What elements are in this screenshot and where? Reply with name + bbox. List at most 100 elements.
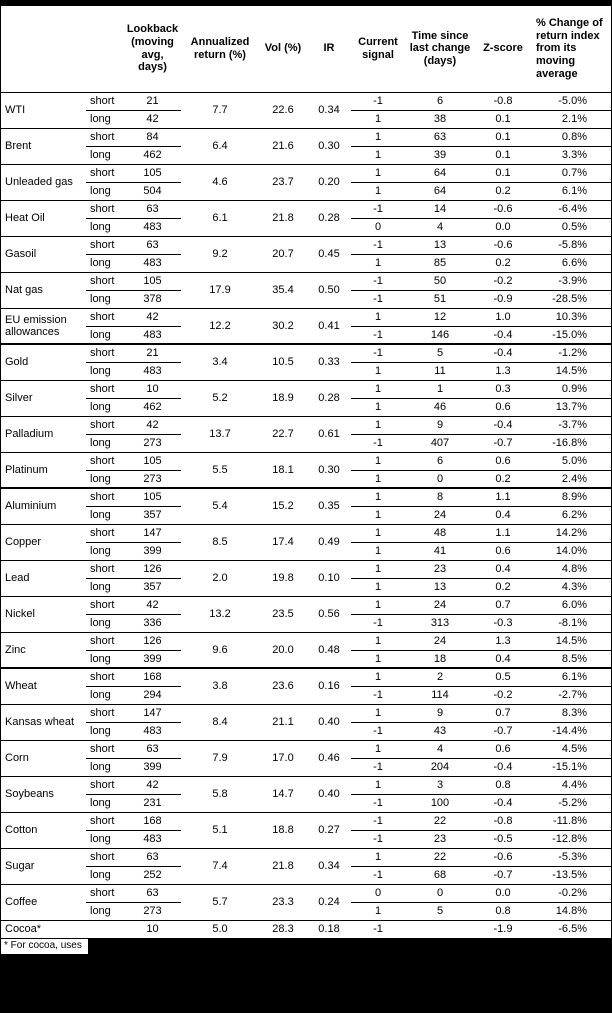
lookback-value: 105 [124, 164, 181, 183]
lookback-value: 378 [124, 290, 181, 309]
pct-change-value: 6.1% [531, 182, 611, 201]
time-since-value: 46 [405, 398, 475, 417]
current-signal-value: -1 [351, 920, 405, 939]
zscore-value: -0.6 [475, 200, 531, 219]
annualized-return-value: 5.2 [181, 380, 259, 417]
table-row: long 273 1 5 0.8 14.8% [1, 902, 611, 921]
zscore-value: -0.6 [475, 236, 531, 255]
table-row: Aluminium short 105 5.4 15.2 0.35 1 8 1.1 8.9% [1, 488, 611, 525]
leg-label: short [86, 200, 124, 219]
current-signal-value: 0 [351, 218, 405, 237]
ir-value: 0.30 [307, 128, 351, 165]
leg-label: long [86, 218, 124, 237]
current-signal-value: -1 [351, 272, 405, 291]
annualized-return-value: 3.4 [181, 344, 259, 381]
table-header: Lookback (moving avg, days) Annualized r… [1, 6, 611, 93]
table-row: long 483 1 11 1.3 14.5% [1, 362, 611, 381]
zscore-value: 1.3 [475, 632, 531, 651]
vol-value: 21.1 [259, 704, 307, 741]
table-row: long 378 -1 51 -0.9 -28.5% [1, 290, 611, 309]
zscore-value: 0.2 [475, 182, 531, 201]
zscore-value: 0.6 [475, 740, 531, 759]
leg-label: short [86, 272, 124, 291]
leg-label: long [86, 398, 124, 417]
annualized-return-value: 5.0 [181, 920, 259, 939]
current-signal-value: -1 [351, 200, 405, 219]
bottom-bar: * For cocoa, uses [1, 938, 611, 1013]
ir-value: 0.49 [307, 524, 351, 561]
annualized-return-value: 7.9 [181, 740, 259, 777]
vol-value: 20.7 [259, 236, 307, 273]
time-since-value: 2 [405, 668, 475, 687]
time-since-value: 63 [405, 128, 475, 147]
commodity-name: Lead [1, 560, 86, 597]
lookback-value: 483 [124, 218, 181, 237]
current-signal-value: -1 [351, 794, 405, 813]
leg-label: short [86, 452, 124, 471]
time-since-value: 14 [405, 200, 475, 219]
pct-change-value: -6.5% [531, 920, 611, 939]
zscore-value: 1.3 [475, 362, 531, 381]
annualized-return-value: 2.0 [181, 560, 259, 597]
pct-change-value: 0.7% [531, 164, 611, 183]
lookback-value: 10 [124, 920, 181, 939]
pct-change-value: -3.9% [531, 272, 611, 291]
lookback-value: 273 [124, 470, 181, 489]
zscore-value: 0.4 [475, 506, 531, 525]
table-row: Coffee short 63 5.7 23.3 0.24 0 0 0.0 -0.2% [1, 884, 611, 921]
time-since-value: 6 [405, 452, 475, 471]
time-since-value: 22 [405, 848, 475, 867]
leg-label: long [86, 542, 124, 561]
current-signal-value: 1 [351, 254, 405, 273]
lookback-value: 399 [124, 542, 181, 561]
leg-label: short [86, 848, 124, 867]
ir-value: 0.16 [307, 668, 351, 705]
zscore-value: 1.0 [475, 308, 531, 327]
current-signal-value: 1 [351, 452, 405, 471]
lookback-value: 504 [124, 182, 181, 201]
pct-change-value: -11.8% [531, 812, 611, 831]
commodity-name: Cocoa* [1, 920, 86, 939]
leg-label: long [86, 506, 124, 525]
lookback-value: 483 [124, 254, 181, 273]
pct-change-value: 6.2% [531, 506, 611, 525]
pct-change-value: -0.2% [531, 884, 611, 903]
annualized-return-value: 7.7 [181, 92, 259, 129]
ir-value: 0.35 [307, 488, 351, 525]
pct-change-value: -14.4% [531, 722, 611, 741]
table-row: long 273 -1 407 -0.7 -16.8% [1, 434, 611, 453]
current-signal-value: 0 [351, 884, 405, 903]
header-time-since-last-change: Time since last change (days) [405, 6, 475, 93]
zscore-value: 0.1 [475, 128, 531, 147]
header-commodity [1, 6, 86, 93]
lookback-value: 462 [124, 146, 181, 165]
lookback-value: 63 [124, 848, 181, 867]
top-bar [1, 0, 611, 6]
vol-value: 17.4 [259, 524, 307, 561]
leg-label: long [86, 254, 124, 273]
pct-change-value: -28.5% [531, 290, 611, 309]
time-since-value: 146 [405, 326, 475, 345]
commodity-name: Silver [1, 380, 86, 417]
commodity-name: Palladium [1, 416, 86, 453]
zscore-value: -0.4 [475, 344, 531, 363]
current-signal-value: -1 [351, 290, 405, 309]
leg-label: short [86, 488, 124, 507]
time-since-value: 3 [405, 776, 475, 795]
time-since-value: 22 [405, 812, 475, 831]
leg-label: long [86, 794, 124, 813]
pct-change-value: 14.5% [531, 362, 611, 381]
ir-value: 0.10 [307, 560, 351, 597]
current-signal-value: 1 [351, 362, 405, 381]
zscore-value: -0.8 [475, 92, 531, 111]
pct-change-value: 6.6% [531, 254, 611, 273]
time-since-value: 38 [405, 110, 475, 129]
annualized-return-value: 5.5 [181, 452, 259, 489]
signals-table: Lookback (moving avg, days) Annualized r… [1, 6, 611, 939]
zscore-value: 0.3 [475, 380, 531, 399]
current-signal-value: 1 [351, 740, 405, 759]
lookback-value: 126 [124, 632, 181, 651]
lookback-value: 273 [124, 902, 181, 921]
zscore-value: 0.5 [475, 668, 531, 687]
current-signal-value: 1 [351, 632, 405, 651]
